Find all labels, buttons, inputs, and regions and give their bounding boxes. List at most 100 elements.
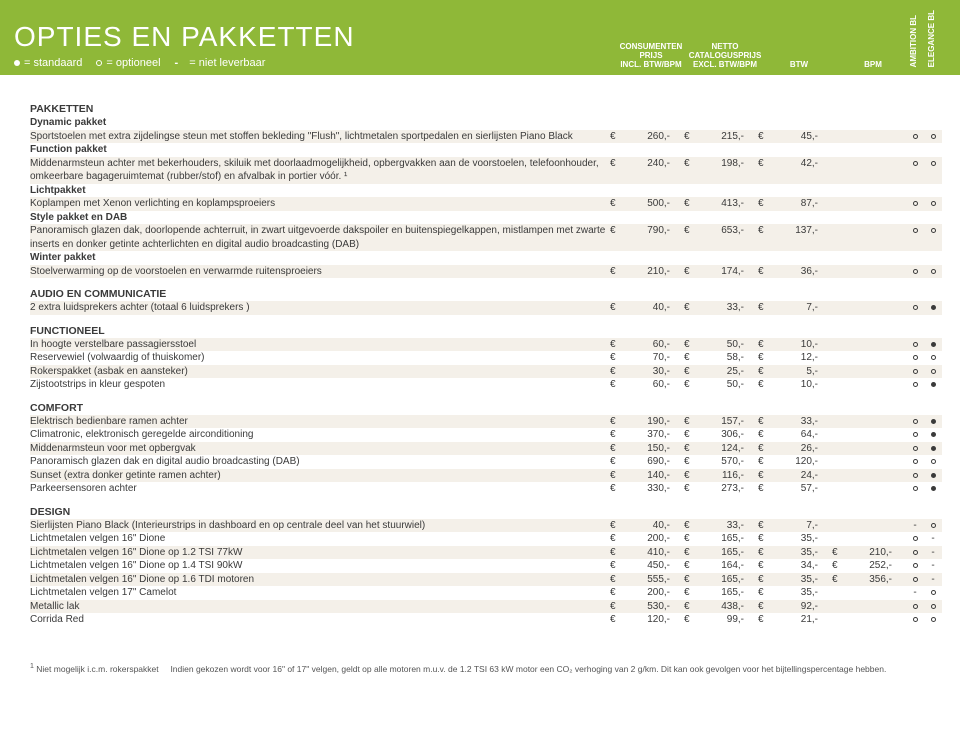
price-cell: €690,- bbox=[610, 455, 684, 469]
dot-open-icon bbox=[913, 577, 918, 582]
footnote-1: Niet mogelijk i.c.m. rokerspakket bbox=[36, 664, 158, 674]
row-desc: Lichtmetalen velgen 17" Camelot bbox=[30, 586, 610, 600]
dot-open-icon bbox=[913, 342, 918, 347]
header-columns: CONSUMENTEN PRIJS INCL. BTW/BPM NETTO CA… bbox=[614, 8, 946, 69]
dot-open-icon bbox=[913, 134, 918, 139]
price-cell: €165,- bbox=[684, 532, 758, 546]
table-row: Koplampen met Xenon verlichting en kopla… bbox=[30, 197, 942, 211]
price-cell: €50,- bbox=[684, 338, 758, 352]
availability-cell bbox=[906, 546, 924, 560]
availability-cell bbox=[906, 573, 924, 587]
price-cell: €356,- bbox=[832, 573, 906, 587]
dot-open-icon bbox=[913, 161, 918, 166]
dot-open-icon bbox=[913, 432, 918, 437]
availability-cell bbox=[924, 586, 942, 600]
dot-filled-icon bbox=[931, 382, 936, 387]
price-cell: €12,- bbox=[758, 351, 832, 365]
table-row: Panoramisch glazen dak, doorlopende acht… bbox=[30, 224, 942, 251]
row-desc: Koplampen met Xenon verlichting en kopla… bbox=[30, 197, 610, 211]
availability-cell bbox=[924, 157, 942, 171]
availability-cell bbox=[924, 428, 942, 442]
dot-open-icon bbox=[931, 355, 936, 360]
row-desc: Sunset (extra donker getinte ramen achte… bbox=[30, 469, 610, 483]
dot-open-icon bbox=[913, 550, 918, 555]
price-cell: €200,- bbox=[610, 586, 684, 600]
price-cell: €7,- bbox=[758, 519, 832, 533]
dot-open-icon bbox=[913, 604, 918, 609]
page-title: OPTIES EN PAKKETTEN bbox=[14, 21, 614, 53]
row-desc: Metallic lak bbox=[30, 600, 610, 614]
price-cell: €164,- bbox=[684, 559, 758, 573]
dot-open-icon bbox=[931, 161, 936, 166]
section-title: FUNCTIONEEL bbox=[30, 325, 942, 337]
table-row: Lichtmetalen velgen 16" Dione op 1.2 TSI… bbox=[30, 546, 942, 560]
dot-open-icon bbox=[931, 459, 936, 464]
price-cell: €150,- bbox=[610, 442, 684, 456]
price-cell: €190,- bbox=[610, 415, 684, 429]
price-cell: €174,- bbox=[684, 265, 758, 279]
section-title: AUDIO EN COMMUNICATIE bbox=[30, 288, 942, 300]
price-cell: €92,- bbox=[758, 600, 832, 614]
price-cell: €70,- bbox=[610, 351, 684, 365]
table-row: Sportstoelen met extra zijdelingse steun… bbox=[30, 130, 942, 144]
availability-cell bbox=[906, 532, 924, 546]
legend: = standaard = optioneel - = niet leverba… bbox=[14, 57, 614, 69]
dot-open-icon bbox=[913, 269, 918, 274]
dot-open-icon bbox=[931, 590, 936, 595]
availability-cell bbox=[906, 365, 924, 379]
availability-cell bbox=[906, 224, 924, 238]
availability-cell bbox=[924, 613, 942, 627]
price-cell: €33,- bbox=[684, 301, 758, 315]
availability-cell bbox=[924, 482, 942, 496]
availability-cell bbox=[906, 428, 924, 442]
availability-cell bbox=[924, 519, 942, 533]
row-desc: Lichtmetalen velgen 16" Dione op 1.6 TDI… bbox=[30, 573, 610, 587]
price-cell: €450,- bbox=[610, 559, 684, 573]
dot-open-icon bbox=[913, 228, 918, 233]
price-cell: €35,- bbox=[758, 532, 832, 546]
row-desc: Lichtmetalen velgen 16" Dione op 1.2 TSI… bbox=[30, 546, 610, 560]
availability-cell bbox=[906, 351, 924, 365]
price-cell: €21,- bbox=[758, 613, 832, 627]
availability-cell bbox=[906, 301, 924, 315]
price-cell: €40,- bbox=[610, 301, 684, 315]
row-desc: Reservewiel (volwaardig of thuiskomer) bbox=[30, 351, 610, 365]
dot-open-icon bbox=[96, 60, 102, 66]
row-desc: Parkeersensoren achter bbox=[30, 482, 610, 496]
sub-title: Function pakket bbox=[30, 143, 942, 157]
price-cell: €198,- bbox=[684, 157, 758, 171]
availability-cell bbox=[906, 482, 924, 496]
sub-title: Dynamic pakket bbox=[30, 116, 942, 130]
table-row: Zijstootstrips in kleur gespoten€60,-€50… bbox=[30, 378, 942, 392]
row-desc: Stoelverwarming op de voorstoelen en ver… bbox=[30, 265, 610, 279]
price-cell: €87,- bbox=[758, 197, 832, 211]
availability-cell bbox=[906, 378, 924, 392]
header: OPTIES EN PAKKETTEN = standaard = option… bbox=[0, 0, 960, 75]
availability-cell bbox=[906, 130, 924, 144]
availability-cell bbox=[924, 442, 942, 456]
availability-cell bbox=[924, 365, 942, 379]
availability-cell bbox=[924, 265, 942, 279]
dot-open-icon bbox=[931, 617, 936, 622]
col-netto: NETTO CATALOGUSPRIJS EXCL. BTW/BPM bbox=[688, 43, 762, 69]
price-cell: €570,- bbox=[684, 455, 758, 469]
dot-open-icon bbox=[913, 419, 918, 424]
price-cell: €530,- bbox=[610, 600, 684, 614]
availability-cell bbox=[906, 265, 924, 279]
col-bpm: BPM bbox=[836, 61, 910, 70]
price-cell: €26,- bbox=[758, 442, 832, 456]
section-title: DESIGN bbox=[30, 506, 942, 518]
row-desc: Elektrisch bedienbare ramen achter bbox=[30, 415, 610, 429]
price-cell: €120,- bbox=[610, 613, 684, 627]
footnote: 1 Niet mogelijk i.c.m. rokerspakket Indi… bbox=[30, 663, 942, 674]
price-cell: €306,- bbox=[684, 428, 758, 442]
price-cell: €124,- bbox=[684, 442, 758, 456]
dot-open-icon bbox=[931, 228, 936, 233]
availability-cell bbox=[924, 197, 942, 211]
row-desc: 2 extra luidsprekers achter (totaal 6 lu… bbox=[30, 301, 610, 315]
dot-open-icon bbox=[913, 382, 918, 387]
price-cell: €33,- bbox=[684, 519, 758, 533]
price-cell: €30,- bbox=[610, 365, 684, 379]
price-cell: €64,- bbox=[758, 428, 832, 442]
availability-cell bbox=[906, 157, 924, 171]
